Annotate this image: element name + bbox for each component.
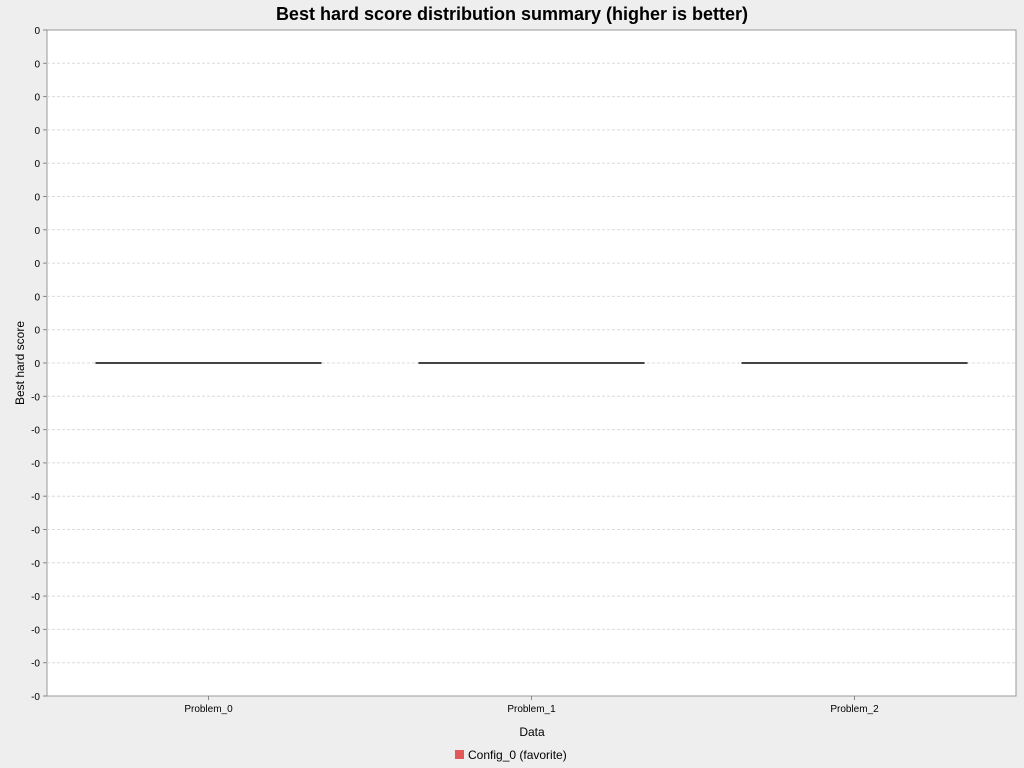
y-tick-label: -0 (31, 459, 40, 470)
y-tick-label: 0 (34, 159, 40, 170)
y-tick-label: -0 (31, 559, 40, 570)
y-axis: 0 0 0 0 0 0 0 0 0 0 0 -0 -0 -0 -0 -0 -0 -0 -0 -0 -0 (31, 26, 47, 703)
grid-lines (47, 62, 1016, 664)
y-tick-label: -0 (31, 592, 40, 603)
y-tick-label: -0 (31, 625, 40, 636)
legend-swatch (455, 750, 464, 759)
y-tick-label: 0 (34, 359, 40, 370)
y-tick-label: 0 (34, 259, 40, 270)
y-tick-label: 0 (34, 59, 40, 70)
y-tick-label: -0 (31, 426, 40, 437)
x-axis: Problem_0 Problem_1 Problem_2 (184, 696, 879, 715)
y-tick-label: -0 (31, 659, 40, 670)
x-tick-label: Problem_2 (830, 704, 879, 715)
legend: Config_0 (favorite) (455, 748, 567, 762)
y-axis-label: Best hard score (13, 321, 27, 405)
y-tick-label: -0 (31, 692, 40, 703)
y-tick-label: 0 (34, 292, 40, 303)
y-tick-label: -0 (31, 392, 40, 403)
y-tick-label: -0 (31, 492, 40, 503)
legend-label: Config_0 (favorite) (468, 748, 567, 762)
y-tick-label: 0 (34, 193, 40, 204)
y-tick-label: 0 (34, 226, 40, 237)
y-tick-label: 0 (34, 326, 40, 337)
x-axis-label: Data (519, 725, 545, 739)
y-tick-label: 0 (34, 93, 40, 104)
y-tick-label: 0 (34, 26, 40, 37)
y-tick-label: -0 (31, 526, 40, 537)
x-tick-label: Problem_1 (507, 704, 556, 715)
y-tick-label: 0 (34, 126, 40, 137)
chart-title: Best hard score distribution summary (hi… (276, 4, 748, 24)
x-tick-label: Problem_0 (184, 704, 233, 715)
